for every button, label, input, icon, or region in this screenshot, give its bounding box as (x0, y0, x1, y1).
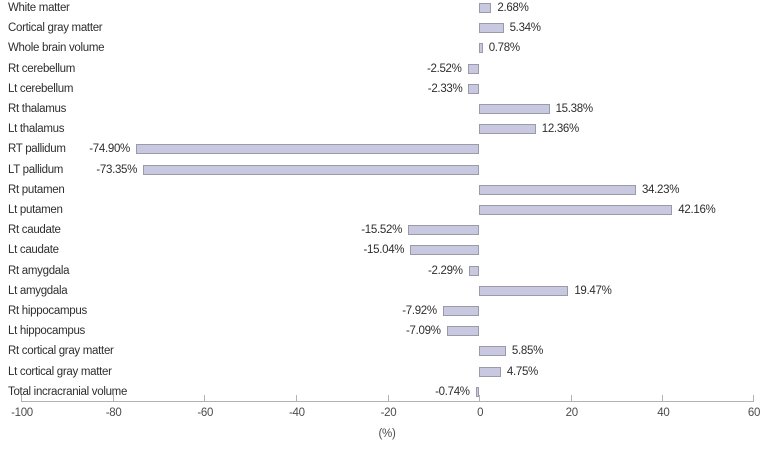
category-label: Rt putamen (8, 183, 65, 196)
x-tick-label: -40 (289, 407, 305, 419)
x-axis-tick (662, 395, 664, 401)
x-axis-tick (387, 395, 389, 401)
x-axis-tick (753, 395, 754, 401)
x-tick-label: -60 (197, 407, 214, 419)
value-label: 42.16% (678, 204, 716, 216)
value-label: 19.47% (574, 284, 612, 297)
bar (143, 164, 480, 175)
bar (408, 225, 480, 236)
category-label: Rt amygdala (8, 264, 70, 277)
x-axis-tick (21, 395, 22, 401)
category-label: Lt caudate (8, 244, 59, 257)
x-tick-label: 60 (747, 407, 761, 419)
category-label: LT pallidum (8, 163, 64, 176)
x-axis-tick (204, 395, 206, 401)
value-label: 5.34% (509, 22, 541, 35)
category-label: Rt cerebellum (8, 62, 76, 75)
value-label: 5.85% (511, 345, 544, 358)
value-label: 15.38% (555, 103, 594, 115)
category-label: Lt putamen (8, 204, 63, 216)
x-axis-line (21, 401, 754, 402)
bar (479, 23, 504, 34)
x-tick-label: 40 (657, 407, 670, 419)
bar (442, 306, 480, 316)
value-label: -7.09% (406, 325, 441, 338)
category-label: RT pallidum (8, 143, 66, 156)
category-label: Whole brain volume (8, 42, 105, 55)
value-label: -2.29% (427, 264, 463, 277)
x-tick-label: 20 (565, 407, 579, 419)
bar (479, 366, 501, 377)
value-label: 0.78% (488, 42, 520, 55)
value-label: -73.35% (96, 163, 138, 176)
value-label: 12.36% (541, 123, 580, 136)
category-label: Lt amygdala (8, 284, 68, 297)
bar (446, 326, 480, 337)
x-tick-label: -100 (11, 407, 33, 419)
category-label: Lt thalamus (8, 123, 65, 136)
value-label: 4.75% (506, 365, 538, 378)
bar (475, 386, 480, 397)
value-label: 34.23% (641, 183, 680, 196)
category-label: White matter (8, 2, 70, 14)
value-label: -15.04% (363, 244, 405, 257)
category-label: Rt caudate (8, 224, 61, 237)
bar (479, 346, 506, 357)
x-tick-label: 0 (477, 407, 484, 419)
bar (479, 3, 492, 13)
bar (410, 245, 480, 256)
value-label: -2.52% (426, 62, 462, 75)
category-label: Lt cerebellum (8, 82, 74, 95)
category-label: Lt cortical gray matter (8, 365, 112, 378)
x-axis-tick (570, 395, 572, 401)
category-label: Rt hippocampus (8, 305, 87, 317)
category-label: Total incracranial volume (8, 385, 128, 398)
value-label: -2.33% (427, 82, 463, 95)
x-axis-title: (%) (378, 428, 396, 440)
x-axis-tick (295, 395, 297, 401)
bar (479, 104, 550, 114)
category-label: Cortical gray matter (8, 22, 103, 35)
x-tick-label: -20 (380, 407, 397, 419)
value-label: -74.90% (89, 143, 130, 156)
category-label: Rt cortical gray matter (8, 345, 114, 358)
bar (479, 43, 483, 54)
value-label: 2.68% (497, 2, 529, 14)
bar (479, 184, 636, 195)
category-label: Rt thalamus (8, 103, 67, 115)
x-axis-tick (479, 395, 481, 401)
bar (468, 265, 480, 276)
x-tick-label: -80 (105, 407, 122, 419)
value-label: -0.74% (435, 385, 470, 398)
value-label: -7.92% (402, 305, 437, 317)
bar (135, 144, 480, 155)
x-axis-tick (112, 395, 114, 401)
value-label: -15.52% (361, 224, 403, 237)
bar (467, 63, 480, 74)
bar (479, 285, 569, 296)
category-label: Lt hippocampus (8, 325, 85, 338)
bar (468, 83, 480, 94)
bar (479, 205, 673, 215)
bar (479, 124, 536, 135)
